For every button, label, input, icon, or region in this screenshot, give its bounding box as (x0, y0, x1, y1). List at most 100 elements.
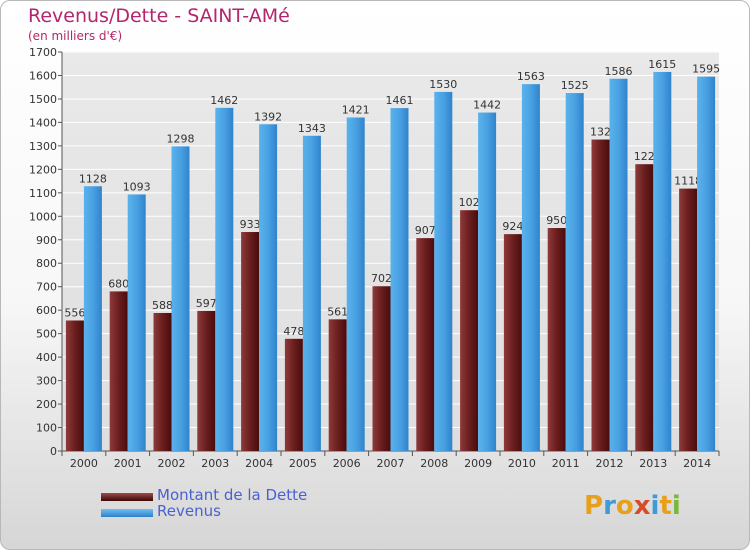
bar-debt (284, 338, 303, 451)
proxiti-logo: Proxiti (584, 491, 681, 521)
y-tick-label: 100 (36, 422, 57, 435)
bar-debt (460, 210, 479, 451)
y-tick-label: 500 (36, 328, 57, 341)
y-tick-label: 300 (36, 375, 57, 388)
y-tick-label: 200 (36, 398, 57, 411)
data-label-debt: 478 (283, 325, 304, 338)
logo-letter: o (615, 491, 634, 521)
y-tick-label: 800 (36, 257, 57, 270)
data-label-revenue: 1462 (210, 94, 238, 107)
y-tick-label: 700 (36, 281, 57, 294)
x-tick-label: 2001 (114, 457, 142, 470)
data-label-debt: 950 (546, 214, 567, 227)
data-label-revenue: 1461 (386, 94, 414, 107)
x-tick-label: 2012 (596, 457, 624, 470)
bar-debt (503, 234, 522, 451)
data-label-revenue: 1128 (79, 172, 107, 185)
y-tick-label: 1200 (29, 163, 57, 176)
y-tick-label: 1000 (29, 210, 57, 223)
data-label-revenue: 1525 (561, 79, 589, 92)
x-tick-label: 2006 (333, 457, 361, 470)
data-label-revenue: 1595 (692, 63, 720, 76)
data-label-debt: 556 (64, 307, 85, 320)
x-tick-label: 2007 (377, 457, 405, 470)
bar-revenue (259, 124, 278, 451)
x-tick-label: 2004 (245, 457, 273, 470)
bar-revenue (565, 93, 584, 451)
logo-letter: i (671, 491, 681, 521)
x-tick-label: 2003 (201, 457, 229, 470)
bar-revenue (215, 107, 234, 452)
legend-label-revenue: Revenus (157, 502, 221, 520)
y-tick-label: 1500 (29, 93, 57, 106)
bar-debt (153, 312, 172, 451)
y-tick-label: 1300 (29, 140, 57, 153)
bar-revenue (521, 84, 540, 451)
chart-subtitle: (en milliers d'€) (28, 29, 123, 43)
data-label-revenue: 1392 (254, 110, 282, 123)
data-label-revenue: 1615 (648, 58, 676, 71)
logo-letter: i (650, 491, 660, 521)
legend-label-debt: Montant de la Dette (157, 486, 308, 504)
data-label-debt: 924 (502, 220, 523, 233)
data-label-revenue: 1298 (167, 132, 195, 145)
bar-debt (591, 139, 610, 451)
x-tick-label: 2000 (70, 457, 98, 470)
bar-revenue (478, 112, 497, 452)
data-label-revenue: 1343 (298, 122, 326, 135)
x-tick-label: 2011 (552, 457, 580, 470)
data-label-debt: 702 (371, 272, 392, 285)
logo-letter: t (659, 491, 672, 521)
legend-swatch-debt (101, 493, 153, 501)
x-tick-label: 2013 (639, 457, 667, 470)
data-label-debt: 122 (634, 150, 655, 163)
y-tick-label: 1400 (29, 116, 57, 129)
x-tick-label: 2002 (158, 457, 186, 470)
logo-letter: x (633, 491, 651, 521)
bar-revenue (171, 146, 190, 452)
bar-revenue (697, 76, 716, 452)
data-label-debt: 933 (240, 218, 261, 231)
bar-revenue (609, 78, 628, 451)
bar-debt (547, 228, 566, 451)
data-label-revenue: 1442 (473, 99, 501, 112)
bar-revenue (653, 71, 672, 451)
bar-revenue (302, 135, 321, 452)
data-label-revenue: 1421 (342, 103, 370, 116)
bar-debt (635, 164, 654, 452)
data-label-debt: 597 (196, 297, 217, 310)
data-label-debt: 132 (590, 126, 611, 139)
bar-revenue (390, 108, 409, 452)
data-label-debt: 680 (108, 277, 129, 290)
bar-debt (328, 319, 347, 451)
x-tick-label: 2008 (420, 457, 448, 470)
bar-debt (65, 320, 84, 451)
data-label-debt: 907 (415, 224, 436, 237)
legend-swatch-revenue (101, 509, 153, 517)
bar-debt (416, 238, 435, 451)
chart-title: Revenus/Dette - SAINT-AMé (28, 5, 290, 27)
data-label-revenue: 1530 (429, 78, 457, 91)
data-label-revenue: 1563 (517, 70, 545, 83)
y-tick-label: 1600 (29, 69, 57, 82)
data-label-debt: 102 (459, 196, 480, 209)
y-tick-label: 1700 (29, 46, 57, 59)
logo-letter: r (603, 491, 616, 521)
x-tick-label: 2005 (289, 457, 317, 470)
y-tick-label: 900 (36, 234, 57, 247)
data-label-debt: 588 (152, 299, 173, 312)
x-tick-label: 2014 (683, 457, 711, 470)
logo-letter: P (584, 491, 604, 521)
data-label-revenue: 1093 (123, 180, 151, 193)
bar-revenue (127, 194, 146, 451)
bar-debt (241, 232, 260, 451)
bar-debt (197, 310, 216, 451)
bar-debt (372, 286, 391, 451)
bar-debt (109, 291, 128, 451)
x-tick-label: 2010 (508, 457, 536, 470)
data-label-debt: 561 (327, 305, 348, 318)
x-tick-label: 2009 (464, 457, 492, 470)
bar-revenue (434, 91, 453, 452)
